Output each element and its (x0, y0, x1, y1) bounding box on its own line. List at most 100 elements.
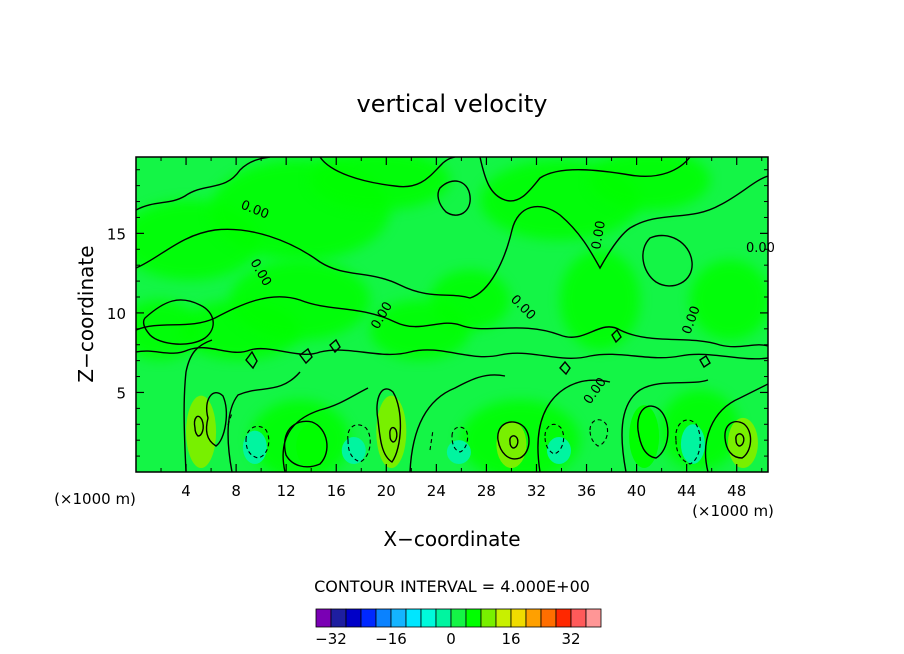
downdraft-cell (341, 437, 366, 464)
colorbar-swatch (585, 608, 602, 628)
colorbar-swatch (555, 608, 572, 628)
contour-label: 0.00 (589, 220, 609, 251)
x-tick-label: 8 (231, 482, 241, 500)
updraft-core (503, 438, 520, 460)
x-tick-label: 20 (377, 482, 396, 500)
x-tick-label: 28 (477, 482, 496, 500)
x-tick-label: 44 (677, 482, 696, 500)
x-tick-label: 4 (181, 482, 191, 500)
y-tick-label: 15 (107, 225, 126, 243)
contour-line (675, 419, 701, 465)
downdraft-cell (680, 424, 705, 464)
colorbar-swatch (465, 608, 482, 628)
contour-line (142, 299, 214, 345)
x-tick-label: 32 (527, 482, 546, 500)
downdraft-cell (242, 430, 267, 464)
contour-line (637, 405, 669, 459)
contour-line (193, 415, 204, 437)
updraft-core (383, 422, 400, 456)
contour-line (735, 433, 745, 447)
contour-line (245, 350, 258, 370)
contour-line (621, 379, 709, 472)
field-region (560, 250, 640, 350)
contour-line (283, 420, 328, 468)
contour-line (319, 157, 456, 188)
colorbar-swatch (435, 608, 452, 628)
field-region (690, 260, 768, 340)
negative-contours (227, 412, 701, 465)
contour-line (347, 424, 371, 463)
colorbar-tick-label: −32 (315, 630, 347, 648)
y-axis-label: Z−coordinate (74, 245, 98, 382)
updraft-core (193, 422, 210, 456)
colorbar-swatch (375, 608, 392, 628)
chart-title: vertical velocity (357, 90, 548, 118)
contour-line (589, 419, 609, 447)
contour-line (329, 338, 341, 354)
y-tick-label: 5 (116, 384, 126, 402)
x-tick-label: 16 (327, 482, 346, 500)
contour-line (479, 157, 691, 202)
colorbar-swatch (405, 608, 422, 628)
contour-line (409, 374, 506, 472)
y-tick-label: 10 (107, 305, 126, 323)
contour-line (509, 435, 519, 449)
x-tick-label: 12 (277, 482, 296, 500)
colorbar-swatch (360, 608, 377, 628)
field-region (310, 157, 450, 210)
colorbar-swatch (540, 608, 557, 628)
contour-line (429, 429, 434, 451)
colorbar-swatch (570, 608, 587, 628)
plot-frame (135, 156, 769, 473)
x-unit-note-left: (×1000 m) (54, 490, 136, 508)
field-region (136, 300, 200, 360)
colorbar-swatch (345, 608, 362, 628)
contour-line (699, 355, 711, 368)
x-tick-label: 40 (627, 482, 646, 500)
y-axis-ticks: 5 10 15 (107, 169, 768, 457)
contour-line (389, 426, 398, 443)
contour-line (451, 426, 469, 453)
x-unit-note-right: (×1000 m) (692, 502, 774, 520)
contour-line (205, 391, 227, 447)
x-tick-label: 48 (727, 482, 746, 500)
contour-label: 0.00 (746, 241, 775, 256)
contour-line (724, 420, 752, 459)
contour-line (437, 180, 471, 216)
contour-field (136, 157, 768, 472)
colorbar-swatch (525, 608, 542, 628)
downdraft-cell (547, 437, 572, 464)
colorbar-tick-label: 32 (561, 630, 580, 648)
field-region (590, 157, 710, 210)
contour-interval-text: CONTOUR INTERVAL = 4.000E+00 (314, 577, 590, 596)
contour-line (245, 425, 270, 459)
colorbar-swatch (420, 608, 437, 628)
contour-line (136, 346, 768, 360)
updraft-core (734, 436, 751, 460)
x-axis-ticks: 4 8 12 16 20 24 28 32 36 40 44 48 (160, 157, 763, 500)
contour-line (227, 412, 233, 426)
colorbar-swatch (330, 608, 347, 628)
colorbar-tick-label: −16 (375, 630, 407, 648)
updraft-cell (629, 405, 660, 468)
colorbar-tick-label: 16 (501, 630, 520, 648)
colorbar-swatch (390, 608, 407, 628)
contour-line (497, 421, 530, 460)
colorbar-swatch (510, 608, 527, 628)
colorbar-swatch (315, 608, 332, 628)
contour-line (559, 360, 571, 376)
contour-line (227, 371, 301, 472)
contour-line (136, 157, 271, 211)
colorbar: −32 −16 0 16 32 (315, 608, 602, 648)
x-tick-label: 36 (577, 482, 596, 500)
x-tick-label: 24 (427, 482, 446, 500)
contour-line (537, 379, 611, 472)
contour-line (611, 328, 622, 344)
colorbar-swatch (480, 608, 497, 628)
contour-line (282, 387, 369, 472)
contour-line (136, 175, 768, 299)
updraft-cell (296, 424, 327, 468)
contour-line (704, 383, 768, 472)
colorbar-swatch (495, 608, 512, 628)
